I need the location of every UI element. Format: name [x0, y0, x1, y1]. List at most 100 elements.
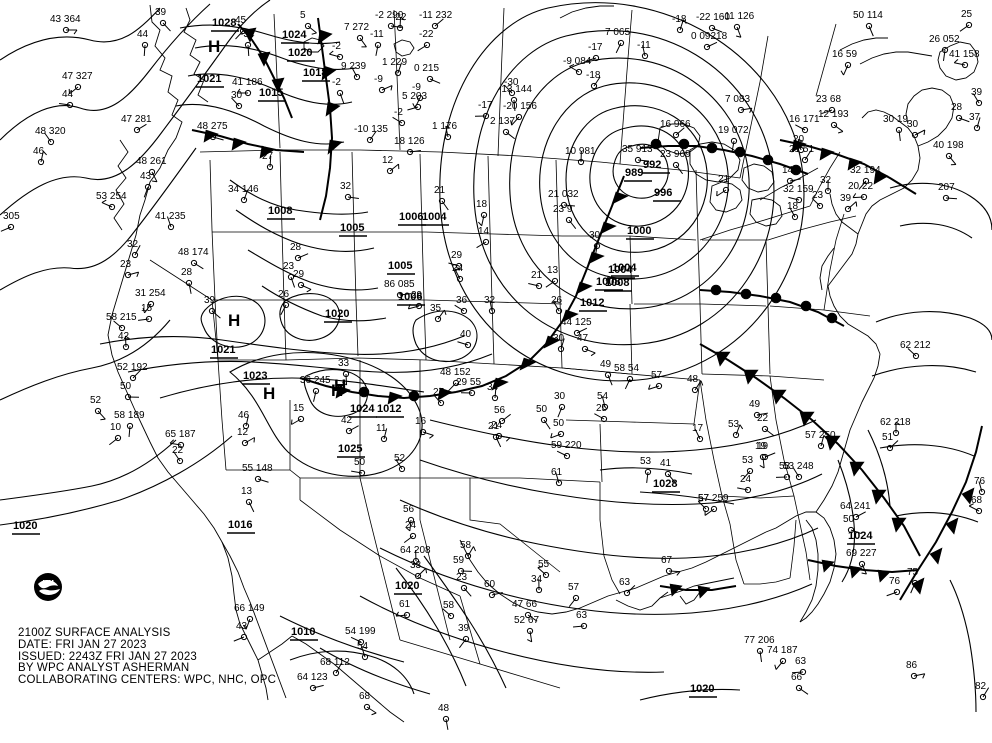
station-observation: 44 125	[561, 317, 592, 328]
wind-barb	[711, 27, 723, 33]
station-observation: 305	[3, 211, 20, 222]
wind-barb	[491, 592, 503, 596]
wind-barb-feather	[698, 499, 704, 502]
station-observation: 32	[340, 181, 352, 192]
wind-barb	[716, 189, 727, 197]
station-observation: 33	[338, 358, 350, 369]
wind-barb	[350, 636, 362, 643]
station-circle	[133, 126, 141, 134]
station-circle	[452, 379, 460, 387]
station-observation: 54	[597, 391, 609, 402]
wind-barb	[821, 109, 833, 115]
station-observation: 30	[231, 90, 243, 101]
station-observation: 58	[460, 540, 472, 551]
station-circle	[366, 136, 374, 144]
station-circle	[978, 488, 986, 496]
station-observation: 64 241	[840, 501, 871, 512]
wind-barb-feather	[797, 138, 803, 142]
station-circle	[434, 315, 442, 323]
station-observation: -17	[478, 100, 493, 111]
station-observation: 61	[399, 599, 411, 610]
station-observation: 22	[172, 445, 184, 456]
pressure-center-high: H	[263, 384, 276, 403]
wind-barb-feather	[445, 125, 451, 129]
wind-barb	[0, 226, 12, 232]
station-observation: 22	[757, 413, 769, 424]
pressure-center-high: H	[331, 381, 344, 400]
wind-barb	[396, 614, 408, 617]
station-observation: 19	[757, 441, 769, 452]
wind-barb-feather	[311, 32, 317, 35]
station-circle	[148, 168, 156, 176]
station-circle	[791, 213, 799, 221]
station-circle	[604, 371, 612, 379]
legend-line-5: COLLABORATING CENTERS: WPC, NHC, OPC	[18, 674, 277, 687]
wind-barb	[383, 428, 388, 440]
wind-barb-feather	[861, 572, 867, 575]
wind-barb	[593, 76, 601, 87]
station-circle	[816, 202, 824, 210]
station-circle	[865, 22, 873, 30]
station-observation: 53	[742, 455, 754, 466]
wind-barb-feather	[136, 271, 140, 277]
wind-barb-feather	[591, 252, 596, 258]
wind-barb	[381, 85, 393, 91]
station-circle	[294, 254, 302, 262]
station-circle	[241, 439, 249, 447]
wind-barb	[297, 253, 309, 259]
station-observation: 39	[458, 623, 470, 634]
wind-barb	[448, 262, 460, 267]
wind-barb	[403, 535, 414, 544]
station-observation: 62 218	[880, 417, 911, 428]
isobar-label: 1008	[605, 277, 630, 289]
station-observation: 47 327	[62, 71, 93, 82]
wind-barb-feather	[553, 300, 559, 303]
station-circle	[844, 205, 852, 213]
station-observation: 41 158	[949, 49, 980, 60]
wind-barb	[942, 49, 946, 61]
wind-barb-feather	[151, 180, 158, 183]
wind-barb	[300, 284, 312, 290]
wind-barb	[489, 300, 493, 312]
station-observation: 1 229	[382, 57, 408, 68]
wind-barb	[399, 16, 402, 29]
wind-barb	[347, 196, 359, 200]
wind-barb	[576, 327, 588, 334]
station-observation: -2 290	[375, 10, 404, 21]
wind-barb	[982, 687, 990, 698]
station-observation: 48	[438, 703, 450, 714]
station-observation: 53	[640, 456, 652, 467]
station-circle	[979, 693, 987, 701]
station-observation: 17	[692, 423, 704, 434]
wind-barb	[945, 197, 958, 200]
wind-barb-feather	[433, 393, 439, 396]
station-observation: 21	[718, 174, 730, 185]
wind-barb	[788, 196, 800, 201]
wind-barb	[740, 107, 752, 111]
station-circle	[515, 113, 523, 121]
station-observation: 28	[181, 267, 193, 278]
station-observation: 36 245	[300, 375, 331, 386]
station-observation: 43	[140, 171, 152, 182]
wind-barb	[513, 99, 516, 112]
station-observation: 7 083	[725, 94, 751, 105]
station-circle	[297, 281, 305, 289]
station-observation: 53	[728, 419, 740, 430]
isobar-label: 1012	[580, 297, 605, 309]
station-circle	[239, 27, 247, 35]
station-circle	[357, 638, 365, 646]
station-observation: 75	[907, 567, 919, 578]
station-circle	[394, 69, 402, 77]
station-circle	[795, 196, 803, 204]
wind-barb	[361, 646, 366, 658]
noaa-logo	[34, 573, 62, 601]
station-circle	[852, 513, 860, 521]
station-circle	[761, 453, 769, 461]
station-circle	[246, 615, 254, 623]
station-observation: 24	[452, 263, 464, 274]
station-circle	[555, 479, 563, 487]
station-observation: 66	[791, 672, 803, 683]
wind-barb-feather	[412, 103, 416, 109]
wind-barb	[335, 663, 342, 674]
